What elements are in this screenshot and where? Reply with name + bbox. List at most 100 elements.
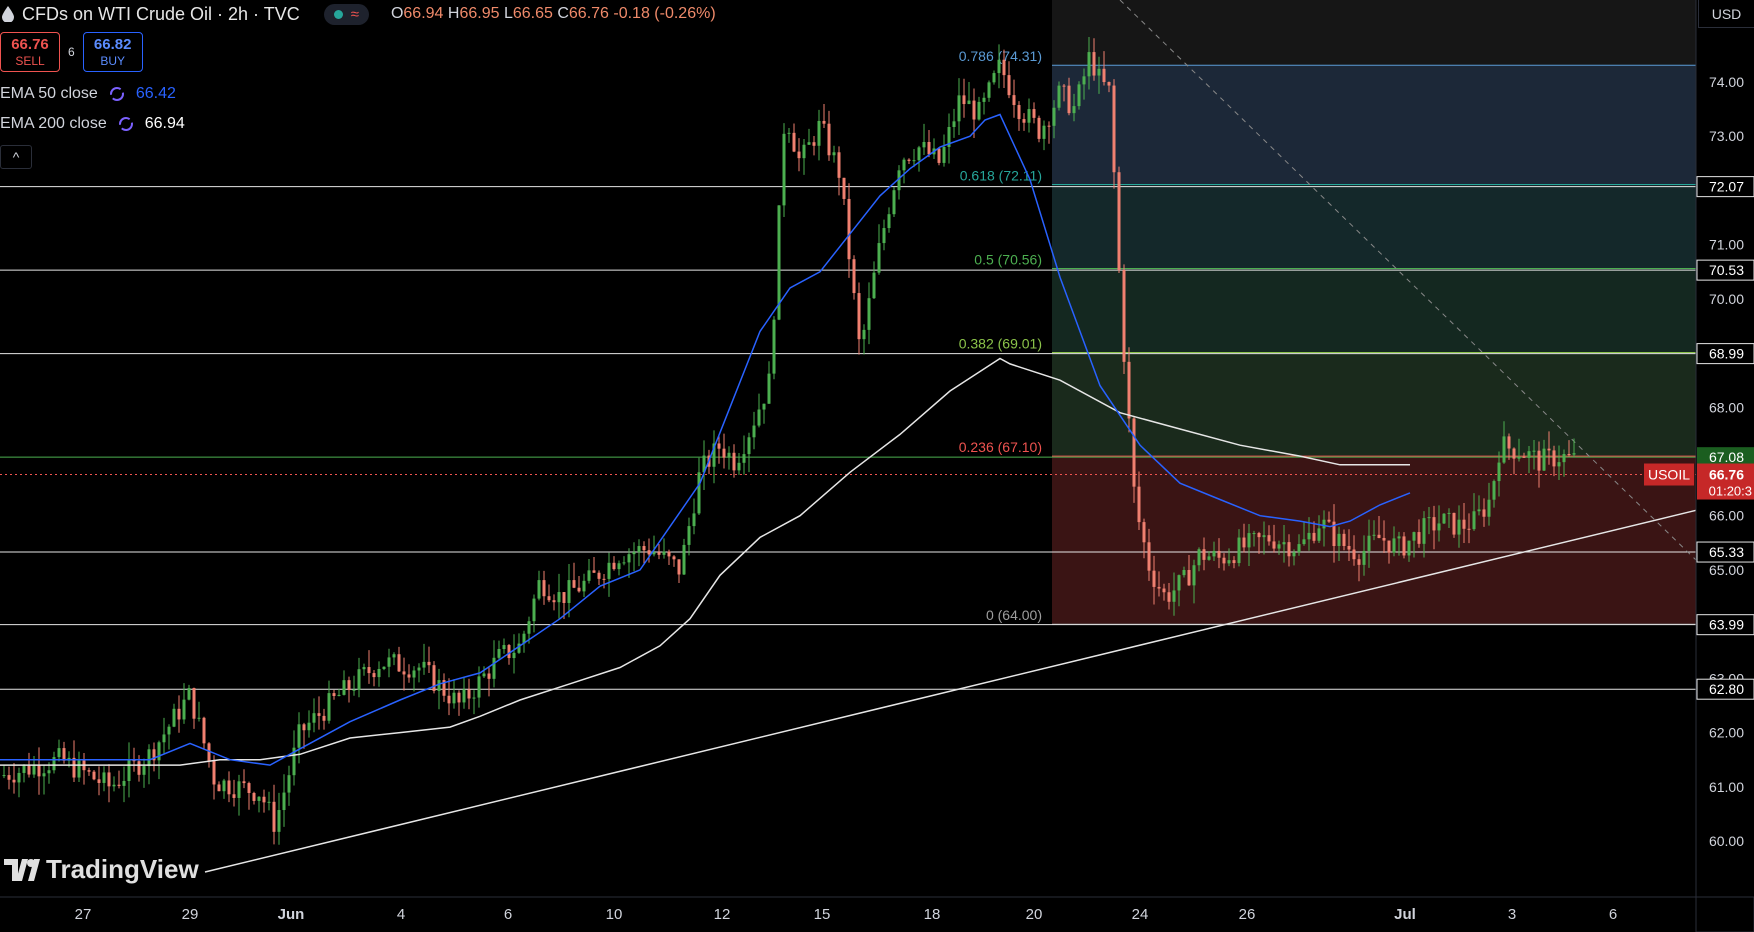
- candle-body: [1012, 95, 1016, 106]
- candle-body: [1172, 590, 1176, 602]
- candle-body: [1482, 509, 1486, 517]
- candle-body: [422, 661, 426, 668]
- candle-body: [217, 784, 221, 792]
- candle-body: [1452, 512, 1456, 535]
- candle-body: [1512, 448, 1516, 459]
- candle-body: [807, 142, 811, 145]
- candle-body: [637, 546, 641, 553]
- candle-body: [762, 403, 766, 410]
- ascending-trendline[interactable]: [204, 509, 1697, 873]
- indicator-ema200[interactable]: EMA 200 close 66.94: [0, 115, 185, 133]
- symbol-title[interactable]: CFDs on WTI Crude Oil · 2h · TVC: [22, 3, 300, 24]
- candle-body: [122, 781, 126, 786]
- collapse-legend-button[interactable]: ^: [0, 145, 32, 169]
- candle-body: [287, 775, 291, 793]
- buy-price: 66.82: [93, 36, 132, 53]
- candle-body: [1567, 454, 1571, 456]
- dashed-trendline[interactable]: [1119, 0, 1697, 561]
- fib-zone: [1052, 352, 1696, 457]
- candle-body: [92, 771, 96, 780]
- candle-body: [267, 801, 271, 803]
- candle-body: [262, 796, 266, 803]
- candle-body: [817, 120, 821, 146]
- candle-body: [147, 749, 151, 767]
- ohlc-key: C: [557, 5, 569, 22]
- candle-body: [827, 123, 831, 156]
- sell-button[interactable]: 66.76 SELL: [0, 32, 60, 72]
- time-axis[interactable]: [0, 897, 1754, 932]
- fib-zone: [1052, 268, 1696, 353]
- candle-body: [1502, 436, 1506, 463]
- candle-body: [902, 159, 906, 171]
- indicator-ema50-label: EMA 50 close: [0, 85, 98, 102]
- candle-body: [737, 462, 741, 471]
- last-price-label: 66.76: [1709, 467, 1744, 483]
- time-tick: 18: [924, 906, 941, 923]
- candle-body: [912, 160, 916, 162]
- currency-label[interactable]: USD: [1698, 0, 1754, 28]
- candle-body: [307, 722, 311, 731]
- candle-body: [137, 761, 141, 775]
- candle-body: [527, 621, 531, 634]
- candle-body: [697, 472, 701, 514]
- candle-body: [1537, 450, 1541, 471]
- candle-body: [1062, 85, 1066, 87]
- level-badge-label: 65.33: [1709, 544, 1744, 560]
- candle-body: [132, 759, 136, 762]
- refresh-icon[interactable]: [108, 85, 126, 103]
- candle-body: [167, 726, 171, 735]
- candle-body: [542, 580, 546, 597]
- candle-body: [1352, 549, 1356, 560]
- market-status[interactable]: ≈: [323, 3, 369, 25]
- candle-body: [1027, 109, 1031, 123]
- candle-body: [1342, 533, 1346, 546]
- candle-body: [1557, 462, 1561, 467]
- ema200-line[interactable]: [0, 357, 1410, 766]
- candle-body: [607, 562, 611, 579]
- time-tick: 6: [1609, 906, 1617, 923]
- candle-body: [802, 144, 806, 159]
- refresh-icon[interactable]: [117, 115, 135, 133]
- candle-body: [397, 654, 401, 672]
- candle-body: [937, 148, 941, 163]
- sell-price: 66.76: [11, 36, 49, 53]
- candle-body: [667, 551, 671, 557]
- candle-body: [682, 544, 686, 575]
- candle-body: [1497, 462, 1501, 482]
- candle-body: [892, 190, 896, 215]
- candle-body: [477, 676, 481, 698]
- candle-body: [1002, 59, 1006, 76]
- candle-body: [257, 796, 261, 801]
- price-tick: 65.00: [1709, 562, 1744, 578]
- candle-body: [317, 713, 321, 716]
- candle-body: [597, 572, 601, 579]
- level-badge-label: 70.53: [1709, 262, 1744, 278]
- buy-button[interactable]: 66.82 BUY: [82, 32, 143, 72]
- candle-body: [407, 674, 411, 678]
- candle-body: [1197, 549, 1201, 566]
- candle-body: [872, 272, 876, 299]
- candle-body: [942, 146, 946, 163]
- candle-body: [207, 743, 211, 761]
- indicator-ema50[interactable]: EMA 50 close 66.42: [0, 85, 176, 103]
- candle-body: [367, 667, 371, 674]
- last-price-badge: [1697, 463, 1754, 500]
- candle-body: [102, 772, 106, 783]
- candle-body: [862, 329, 866, 340]
- candle-body: [1472, 511, 1476, 530]
- candle-body: [1372, 534, 1376, 536]
- time-tick: Jun: [278, 906, 305, 923]
- candle-body: [782, 133, 786, 206]
- candle-body: [1292, 552, 1296, 557]
- candle-body: [12, 779, 16, 783]
- ema50-line[interactable]: [0, 113, 1411, 766]
- candle-body: [332, 693, 336, 696]
- candle-body: [222, 780, 226, 792]
- candle-body: [22, 765, 26, 773]
- candle-body: [857, 293, 861, 340]
- candle-body: [1522, 456, 1526, 458]
- candle-body: [17, 772, 21, 783]
- time-tick: 29: [182, 906, 199, 923]
- price-tick: 66.00: [1709, 508, 1744, 524]
